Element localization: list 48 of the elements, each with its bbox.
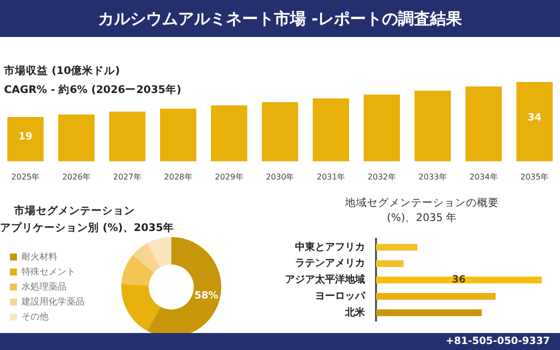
legend-label: 耐火材料 <box>22 251 58 262</box>
annotation: CAGR% - 約6% (2026ー2035年) <box>4 83 182 97</box>
bar <box>376 293 496 300</box>
chart-title: 市場セグメンテーション <box>14 204 135 218</box>
bar <box>376 309 482 316</box>
y-tick-label: アジア太平洋地域 <box>285 274 365 286</box>
bar <box>58 114 94 162</box>
x-tick-label: 2034年 <box>469 172 498 182</box>
chart-title: 地域セグメンテーションの概要 (%)、2035 年 <box>344 196 500 226</box>
legend-label: その他 <box>22 311 48 322</box>
y-tick-label: 北米 <box>344 306 366 318</box>
y-tick-label: 中東とアフリカ <box>295 240 365 253</box>
chart-subtitle: 市場収益 (10億米ドル) <box>4 64 120 78</box>
x-tick-label: 2035年 <box>520 172 549 182</box>
bar <box>516 82 553 162</box>
text: +81-505-050-9337 <box>446 335 550 349</box>
x-tick-label: 2032年 <box>368 172 396 182</box>
x-tick-label: 2026年 <box>62 172 91 182</box>
bar <box>376 260 404 267</box>
x-tick-label: 2031年 <box>316 172 346 182</box>
bar <box>262 102 298 162</box>
chart-title: カルシウムアルミネート市場 -レポートの調査結果 <box>0 0 560 37</box>
y-tick-label: ラテンアメリカ <box>295 258 365 270</box>
legend-label: 特殊セメント <box>22 266 76 278</box>
data-label: 36 <box>452 274 466 286</box>
bar <box>414 90 451 162</box>
bar <box>7 117 44 162</box>
data-label: 58% <box>194 290 218 302</box>
x-tick-label: 2033年 <box>418 172 447 182</box>
x-tick-label: 2025年 <box>11 172 40 182</box>
legend-label: 水処理薬品 <box>22 281 66 292</box>
bar <box>466 86 502 162</box>
bar <box>376 276 542 284</box>
bar <box>109 112 146 162</box>
x-tick-label: 2030年 <box>266 172 294 182</box>
bar <box>376 244 418 251</box>
bar <box>312 98 350 162</box>
chart-subtitle: アプリケーション別 (%)、2035年 <box>0 221 174 235</box>
bar <box>160 108 196 162</box>
x-tick-label: 2028年 <box>164 172 192 182</box>
bar <box>364 94 400 162</box>
x-tick-label: 2027年 <box>113 172 142 182</box>
legend-label: 建設用化学薬品 <box>20 296 84 308</box>
data-label: 34 <box>528 112 542 124</box>
y-tick-label: ヨーロッパ <box>315 290 366 302</box>
data-label: 19 <box>18 132 32 143</box>
x-tick-label: 2029年 <box>214 172 244 182</box>
bar <box>210 105 248 162</box>
